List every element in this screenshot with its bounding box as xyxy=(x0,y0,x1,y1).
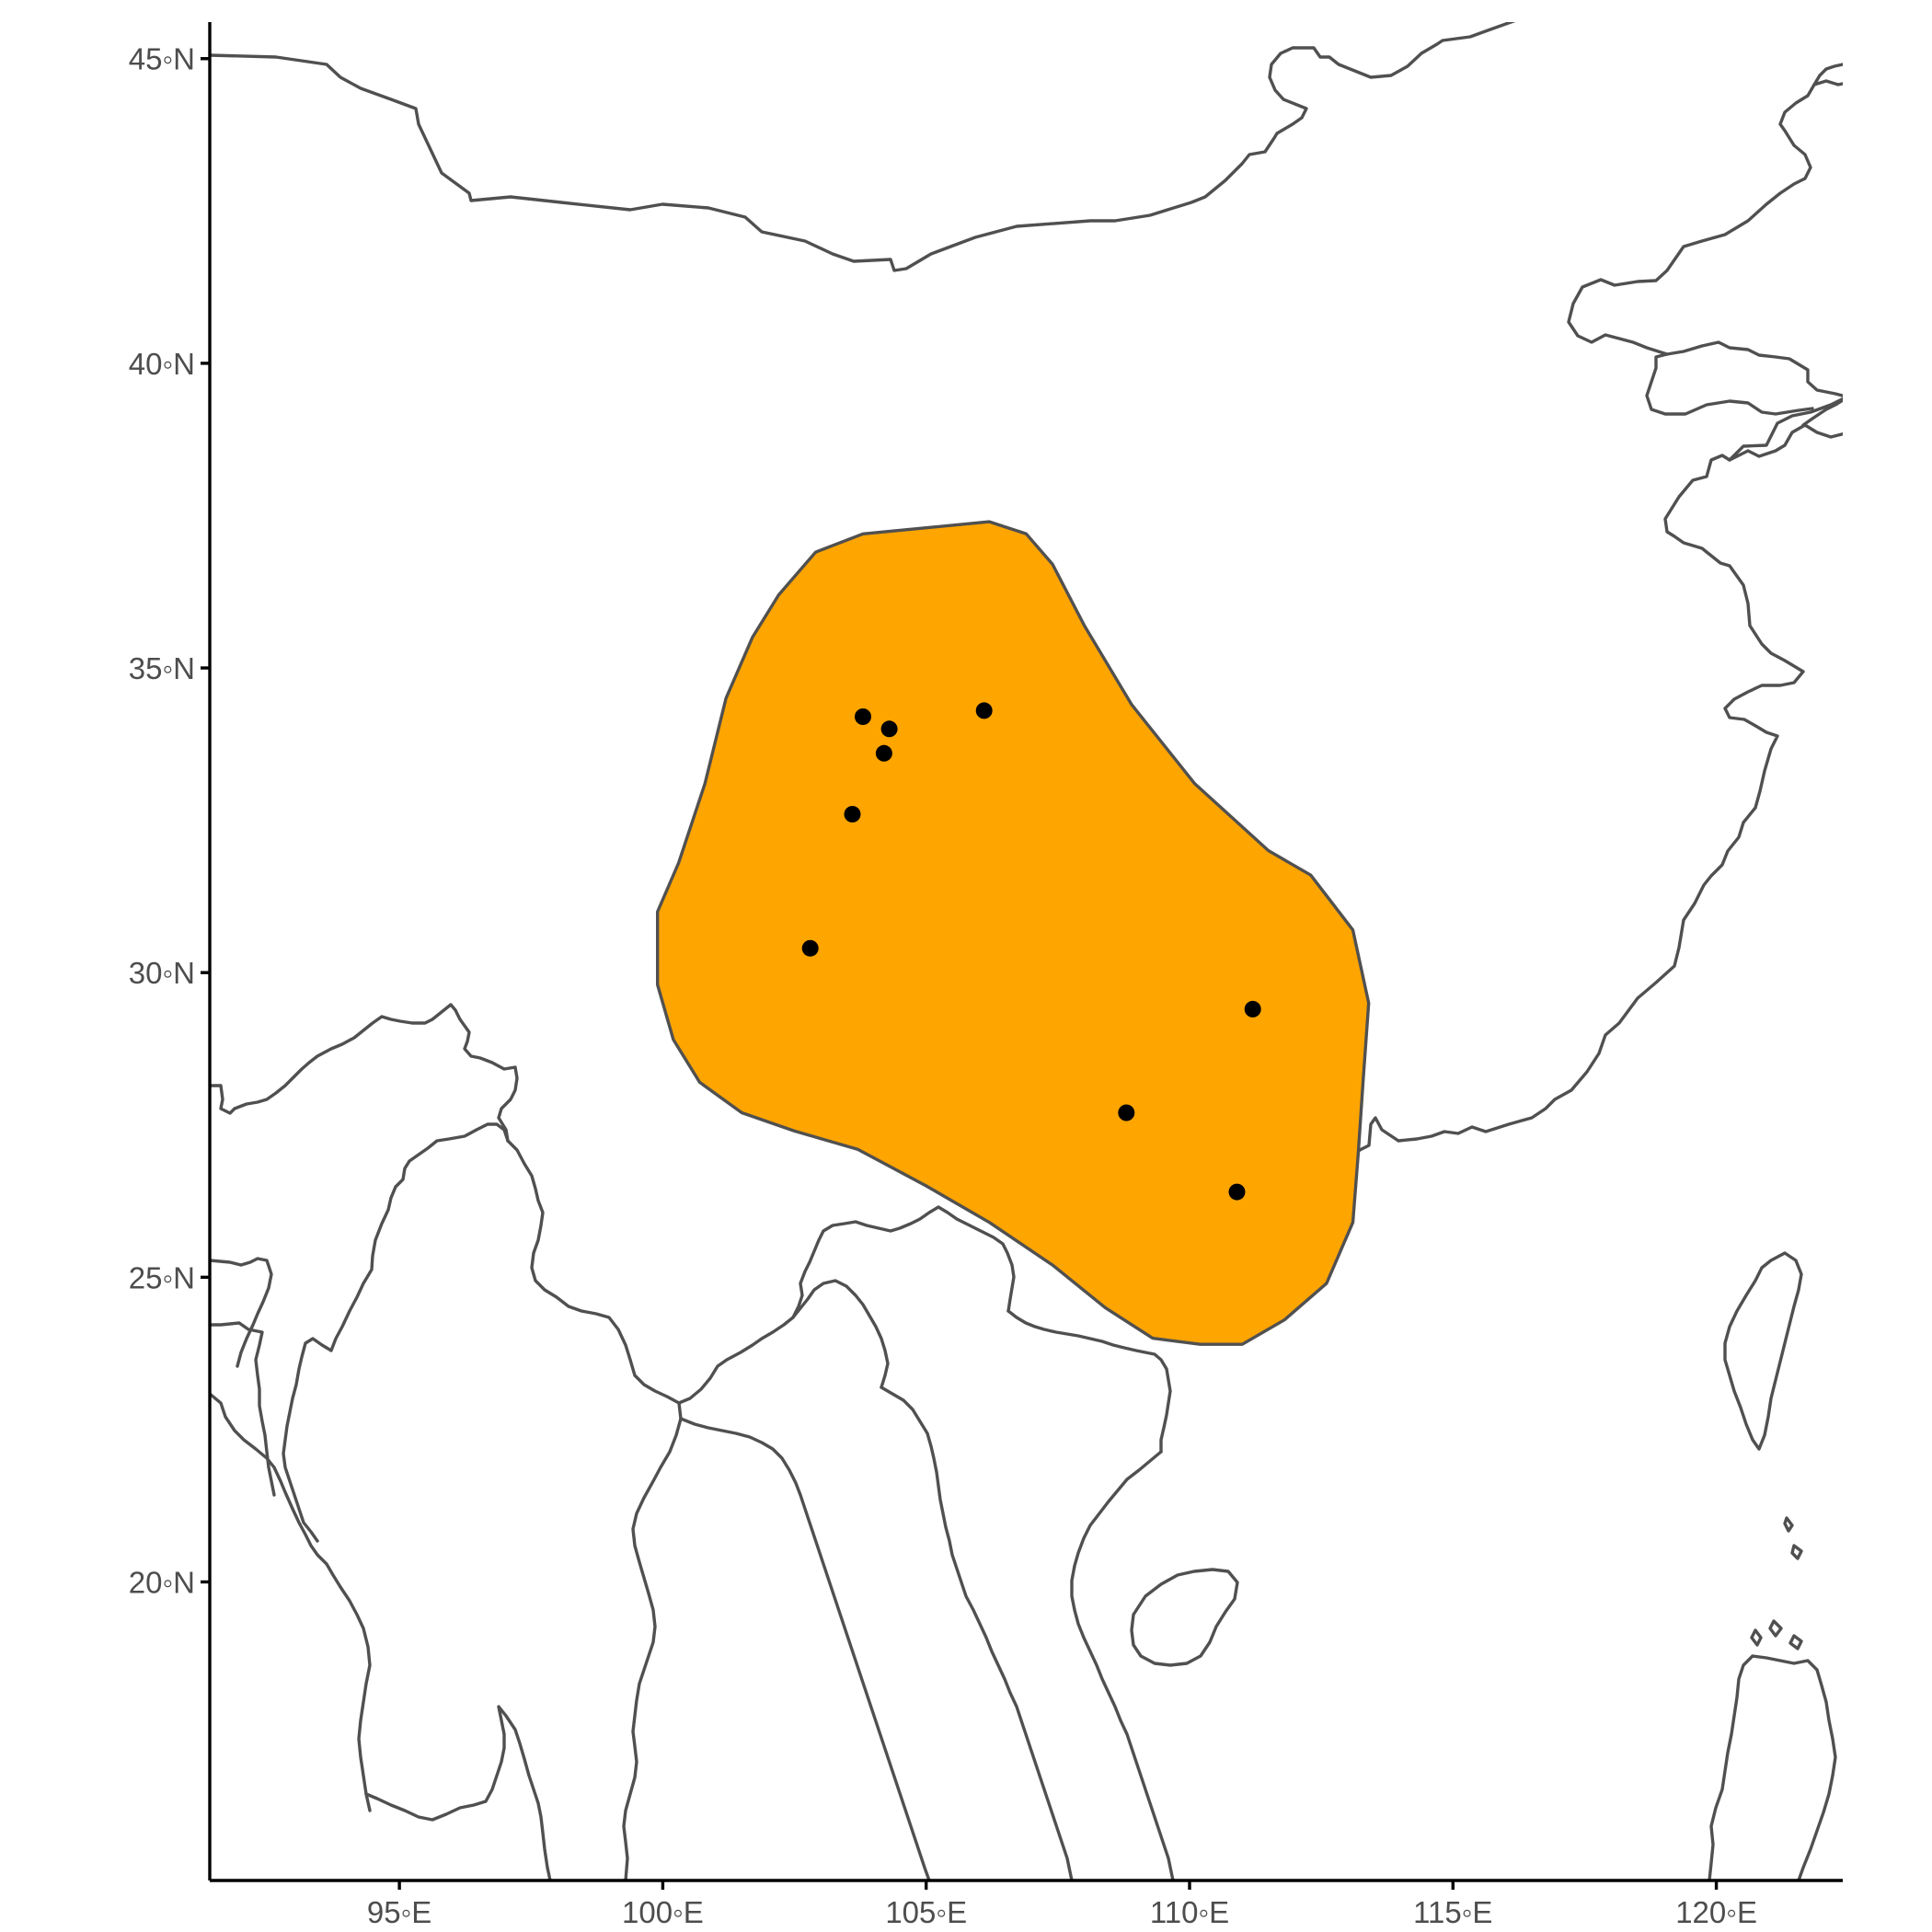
liaodong-coast xyxy=(1728,423,1843,462)
y-tick-label: 45◦N xyxy=(129,42,195,76)
distribution-range xyxy=(656,520,1371,1346)
korea-coast xyxy=(1801,398,1843,427)
occurrence-points xyxy=(801,702,1261,1201)
country-borders xyxy=(210,22,1843,1880)
vietnam-china-border xyxy=(1006,1309,1172,1454)
small-island xyxy=(1788,1634,1803,1650)
myanmar-laos-border xyxy=(677,1279,890,1405)
small-island xyxy=(1783,1516,1794,1533)
y-tick-label: 30◦N xyxy=(129,956,195,990)
occurrence-point xyxy=(855,708,871,725)
occurrence-point xyxy=(801,939,819,957)
thailand-laos-border xyxy=(679,1417,931,1880)
y-axis-ticks: 20◦N 25◦N 30◦N 35◦N 40◦N 45◦N xyxy=(129,42,210,1599)
taiwan-island xyxy=(1723,1251,1803,1451)
occurrence-point xyxy=(975,702,993,719)
occurrence-point xyxy=(875,744,892,762)
x-tick-label: 110◦E xyxy=(1150,1895,1229,1929)
x-tick-label: 100◦E xyxy=(622,1895,704,1929)
occurrence-point xyxy=(880,720,898,738)
x-axis-ticks: 95◦E 100◦E 105◦E 110◦E 115◦E 120◦E xyxy=(367,1880,1757,1929)
laos-vietnam-border xyxy=(880,1386,1074,1880)
india-myanmar-border xyxy=(210,1003,519,1143)
occurrence-point xyxy=(1244,1000,1261,1018)
vietnam-coast xyxy=(1070,1450,1175,1880)
y-tick-label: 25◦N xyxy=(129,1260,195,1294)
bangladesh-border xyxy=(210,1257,273,1368)
occurrence-point xyxy=(1228,1183,1246,1201)
small-island xyxy=(1768,1619,1783,1638)
x-tick-label: 115◦E xyxy=(1413,1895,1492,1929)
small-island xyxy=(1790,1544,1803,1560)
small-island xyxy=(1750,1628,1763,1647)
occurrence-point xyxy=(1118,1104,1135,1121)
china-laos-border xyxy=(791,1205,1016,1319)
hainan-island xyxy=(1130,1568,1239,1667)
mongolia-border xyxy=(210,22,1516,272)
x-tick-label: 105◦E xyxy=(885,1895,967,1929)
india-east-coast xyxy=(210,1392,372,1812)
y-tick-label: 20◦N xyxy=(129,1565,195,1599)
myanmar-thailand-border xyxy=(506,1139,683,1880)
myanmar-coast xyxy=(364,1705,552,1880)
x-tick-label: 120◦E xyxy=(1675,1895,1757,1929)
myanmar-north xyxy=(282,1122,510,1543)
x-tick-label: 95◦E xyxy=(367,1895,431,1929)
luzon-coast xyxy=(1708,1654,1837,1880)
y-tick-label: 40◦N xyxy=(129,347,195,381)
occurrence-point xyxy=(844,806,861,822)
liaodong-peninsula xyxy=(1567,83,1816,356)
korea-border xyxy=(1812,63,1843,86)
bohai-north xyxy=(1645,340,1843,416)
y-tick-label: 35◦N xyxy=(129,651,195,685)
